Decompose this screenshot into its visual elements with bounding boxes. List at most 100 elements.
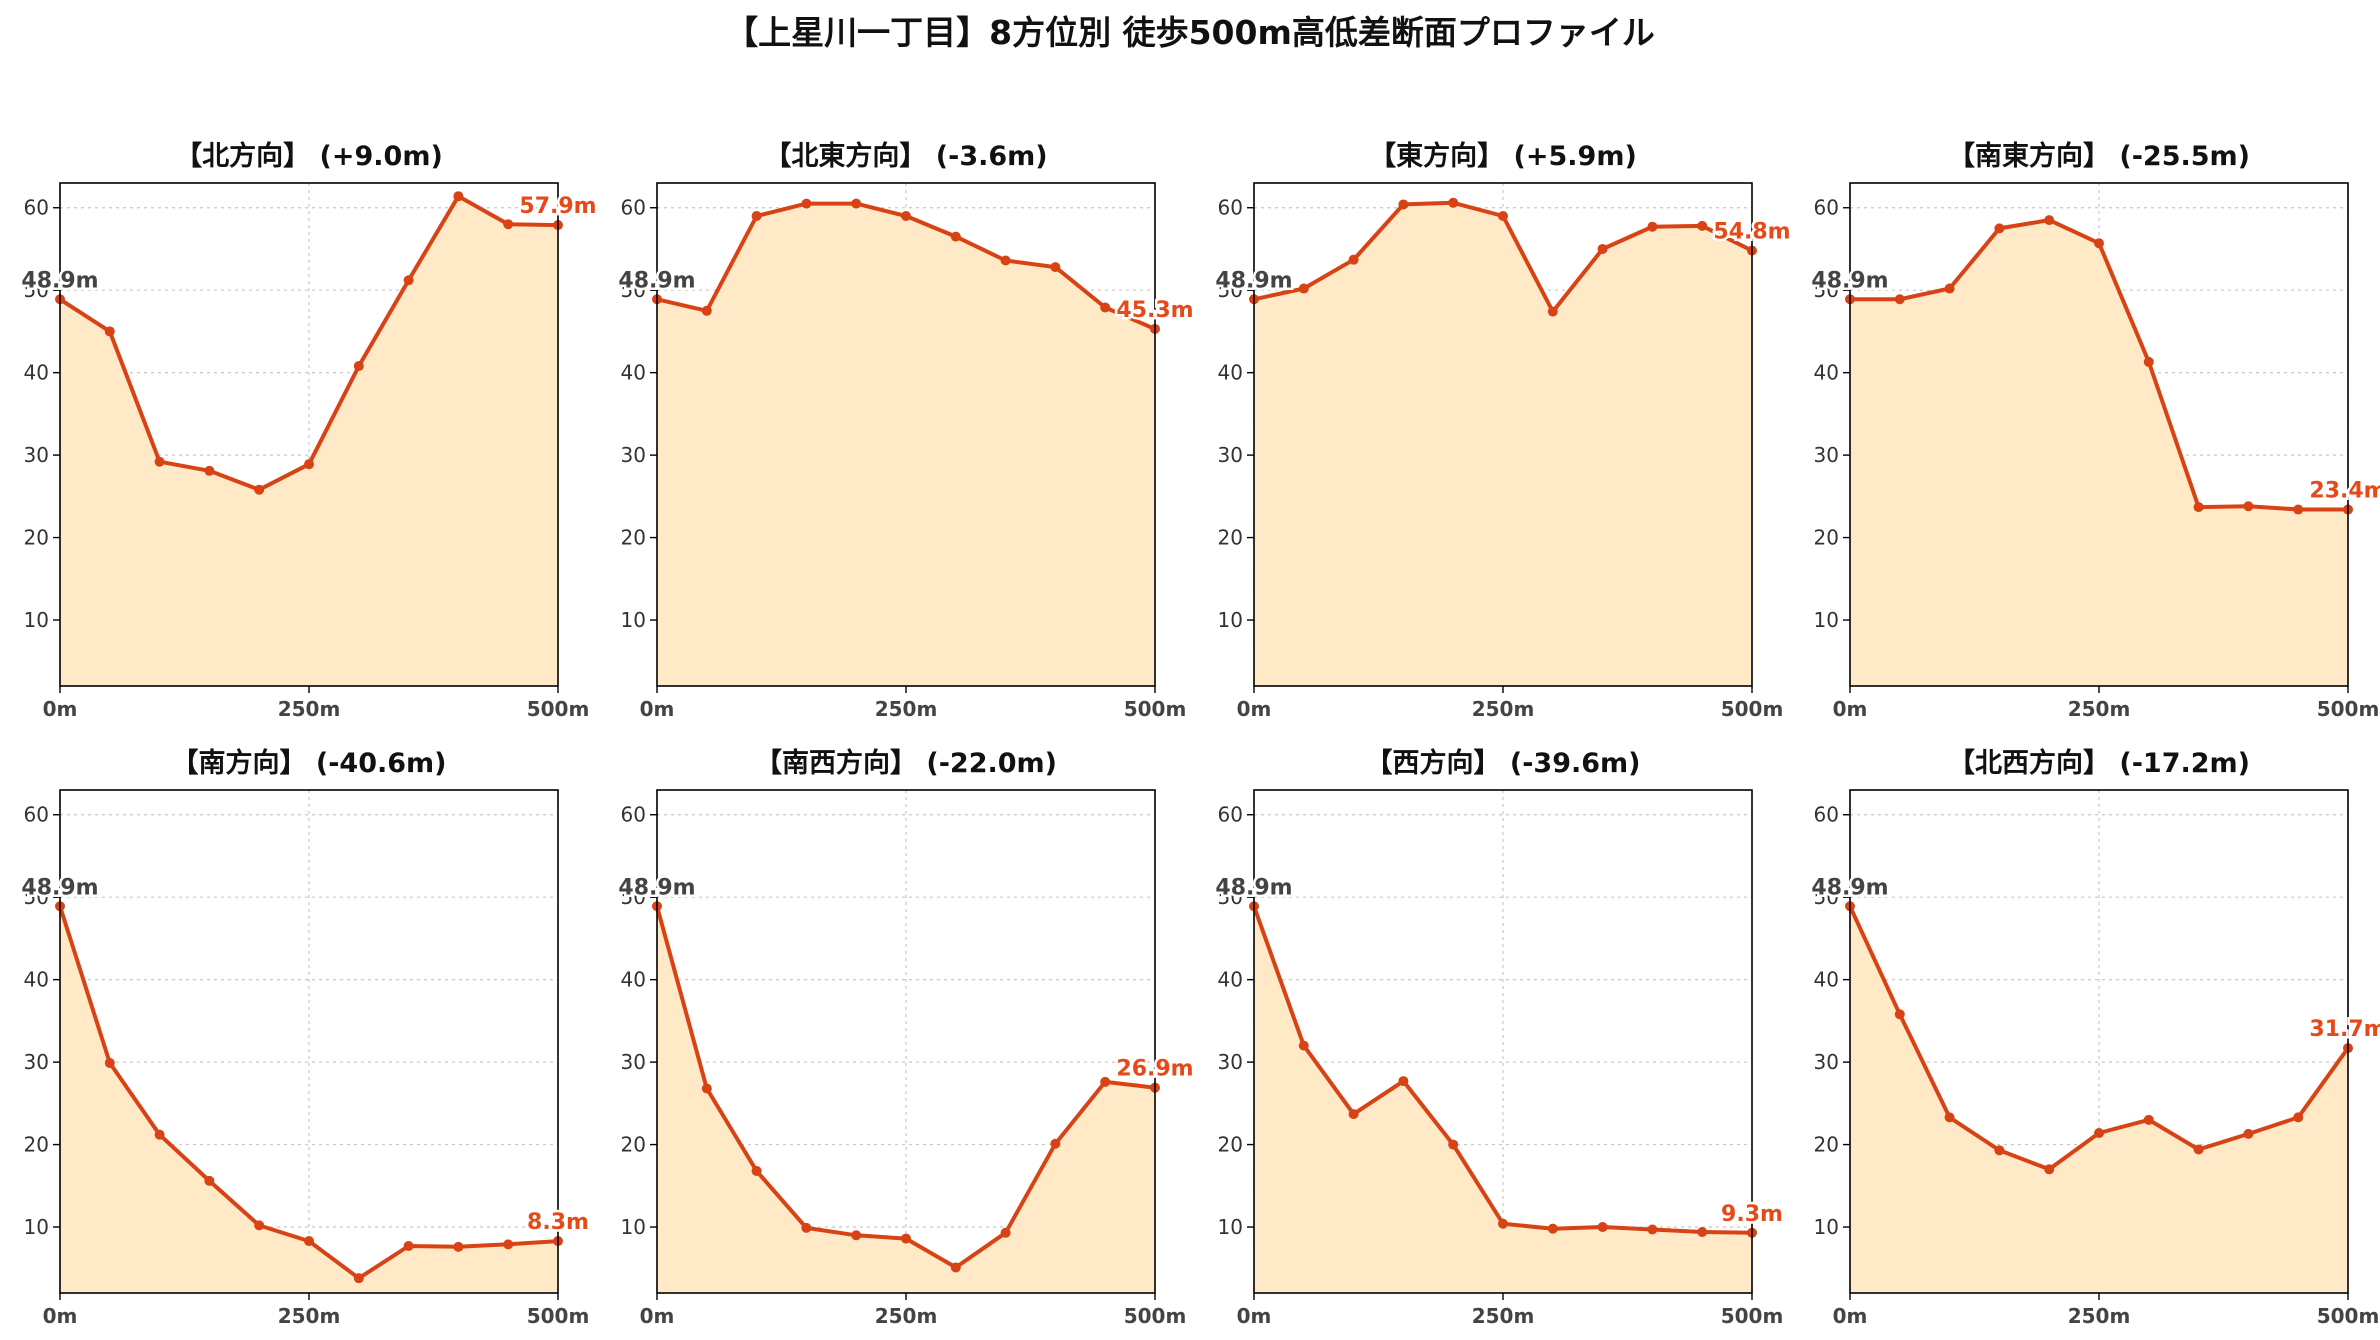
y-tick-label: 60 bbox=[1218, 803, 1243, 827]
panel-title: 【北東方向】 (-3.6m) bbox=[764, 140, 1047, 172]
panel-title: 【南西方向】 (-22.0m) bbox=[755, 747, 1057, 779]
y-tick-label: 10 bbox=[1218, 1215, 1243, 1239]
data-point bbox=[353, 1273, 364, 1284]
profile-panel-3: 【東方向】 (+5.9m) 10 20 30 40 50 60 0m 250m 500m 48.9m… bbox=[1213, 140, 1793, 721]
data-point bbox=[104, 326, 115, 337]
x-tick-label: 0m bbox=[640, 1304, 675, 1328]
data-point bbox=[1994, 223, 2005, 234]
panel-title: 【南東方向】 (-25.5m) bbox=[1948, 140, 2250, 172]
x-tick-label: 0m bbox=[1237, 1304, 1272, 1328]
y-tick-label: 10 bbox=[621, 1215, 646, 1239]
y-tick-label: 30 bbox=[621, 1050, 646, 1074]
data-point bbox=[304, 1236, 314, 1247]
y-tick-label: 60 bbox=[24, 196, 49, 220]
panel-title: 【西方向】 (-39.6m) bbox=[1365, 747, 1640, 779]
data-point bbox=[453, 191, 464, 202]
area-fill bbox=[657, 203, 1155, 686]
panel-title: 【南方向】 (-40.6m) bbox=[171, 747, 446, 779]
data-point bbox=[403, 275, 414, 286]
data-point bbox=[204, 1175, 215, 1186]
data-point bbox=[701, 1083, 712, 1094]
data-point bbox=[353, 361, 364, 372]
start-elevation-label: 48.9m bbox=[1215, 268, 1292, 293]
y-tick-label: 40 bbox=[621, 361, 646, 385]
y-tick-label: 50 bbox=[24, 278, 49, 302]
x-tick-label: 500m bbox=[2317, 1304, 2380, 1328]
data-point bbox=[2044, 1164, 2055, 1175]
y-tick-label: 40 bbox=[24, 361, 49, 385]
y-tick-label: 50 bbox=[1814, 278, 1839, 302]
x-tick-label: 0m bbox=[640, 697, 675, 721]
y-tick-label: 40 bbox=[1814, 361, 1839, 385]
y-tick-label: 40 bbox=[621, 968, 646, 992]
data-point bbox=[2293, 1112, 2304, 1123]
y-tick-label: 30 bbox=[24, 443, 49, 467]
y-tick-label: 20 bbox=[621, 1133, 646, 1157]
data-point bbox=[2044, 215, 2055, 226]
y-tick-label: 10 bbox=[1814, 1215, 1839, 1239]
data-point bbox=[1298, 1040, 1309, 1051]
area-fill bbox=[1254, 906, 1752, 1293]
data-point bbox=[851, 1230, 862, 1241]
data-point bbox=[1000, 1227, 1011, 1238]
x-tick-label: 250m bbox=[278, 697, 341, 721]
data-point bbox=[1050, 1138, 1061, 1149]
data-point bbox=[1398, 199, 1409, 210]
start-elevation-label: 48.9m bbox=[21, 875, 98, 900]
area-fill bbox=[1254, 202, 1752, 687]
data-point bbox=[950, 231, 961, 242]
data-point bbox=[751, 210, 762, 221]
data-point bbox=[204, 465, 215, 476]
y-tick-label: 50 bbox=[621, 885, 646, 909]
data-point bbox=[1448, 197, 1459, 208]
x-tick-label: 250m bbox=[875, 1304, 938, 1328]
y-tick-label: 10 bbox=[1814, 608, 1839, 632]
end-elevation-label: 8.3m bbox=[527, 1210, 589, 1235]
y-tick-label: 20 bbox=[1218, 526, 1243, 550]
x-tick-label: 0m bbox=[1833, 697, 1868, 721]
y-tick-label: 60 bbox=[1814, 196, 1839, 220]
data-point bbox=[1697, 1226, 1708, 1237]
data-point bbox=[950, 1262, 961, 1273]
area-fill bbox=[60, 196, 558, 686]
y-tick-label: 60 bbox=[621, 803, 646, 827]
end-elevation-label: 9.3m bbox=[1721, 1202, 1783, 1227]
data-point bbox=[2143, 356, 2154, 367]
data-point bbox=[104, 1057, 115, 1068]
data-point bbox=[851, 198, 862, 209]
profile-panel-4: 【南東方向】 (-25.5m) 10 20 30 40 50 60 0m 250m 500m 48.… bbox=[1809, 140, 2380, 721]
data-point bbox=[1398, 1076, 1409, 1087]
x-tick-label: 500m bbox=[1721, 697, 1784, 721]
y-tick-label: 10 bbox=[24, 608, 49, 632]
data-point bbox=[701, 305, 712, 316]
y-tick-label: 20 bbox=[1814, 526, 1839, 550]
x-tick-label: 0m bbox=[1237, 697, 1272, 721]
data-point bbox=[154, 1129, 165, 1140]
end-elevation-label: 54.8m bbox=[1713, 220, 1790, 245]
data-point bbox=[1944, 1112, 1955, 1123]
x-tick-label: 250m bbox=[875, 697, 938, 721]
x-tick-label: 500m bbox=[527, 697, 590, 721]
y-tick-label: 20 bbox=[24, 526, 49, 550]
y-tick-label: 30 bbox=[1218, 443, 1243, 467]
start-elevation-label: 48.9m bbox=[618, 268, 695, 293]
profile-panel-5: 【南方向】 (-40.6m) 10 20 30 40 50 60 0m 250m 500m 48.9… bbox=[19, 747, 592, 1328]
data-point bbox=[901, 1233, 911, 1244]
data-point bbox=[453, 1241, 464, 1252]
area-fill bbox=[60, 906, 558, 1293]
start-elevation-label: 48.9m bbox=[1811, 268, 1888, 293]
data-point bbox=[1100, 302, 1111, 313]
y-tick-label: 60 bbox=[1218, 196, 1243, 220]
end-elevation-label: 26.9m bbox=[1116, 1057, 1193, 1082]
x-tick-label: 250m bbox=[1472, 697, 1535, 721]
data-point bbox=[751, 1165, 762, 1176]
data-point bbox=[1697, 220, 1708, 231]
y-tick-label: 50 bbox=[24, 885, 49, 909]
y-tick-label: 50 bbox=[1218, 885, 1243, 909]
panel-title: 【北方向】 (+9.0m) bbox=[175, 140, 443, 172]
y-tick-label: 10 bbox=[621, 608, 646, 632]
data-point bbox=[1994, 1145, 2005, 1156]
end-elevation-label: 57.9m bbox=[519, 194, 596, 219]
x-tick-label: 500m bbox=[1124, 1304, 1187, 1328]
